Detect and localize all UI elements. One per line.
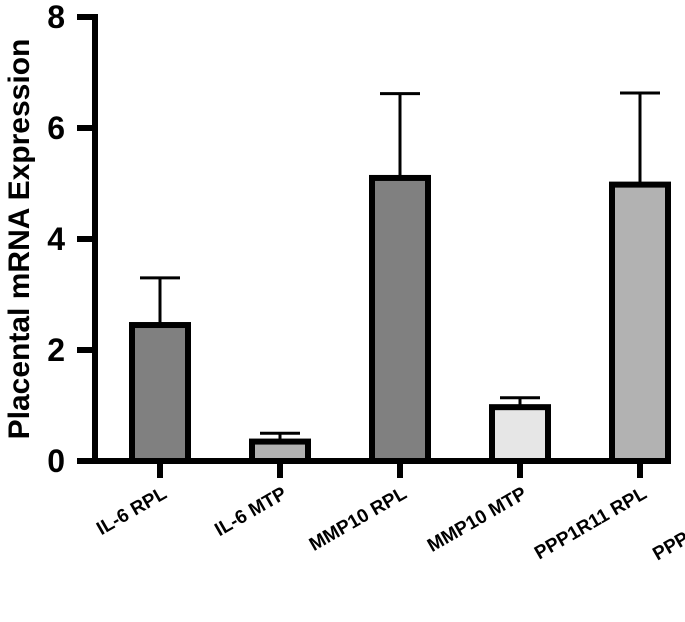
x-category-label: IL-6 MTP [211,483,290,541]
x-category-label: MMP10 RPL [306,483,411,556]
bar [369,174,431,464]
y-tick-label: 6 [47,110,65,146]
x-category-label: MMP10 MTP [424,483,531,557]
x-category-label: PPP1R11 MTP [649,483,685,565]
y-tick-label: 0 [47,443,65,479]
bar [489,404,551,465]
x-category-label: IL-6 RPL [93,483,171,540]
x-category-label: PPP1R11 RPL [531,483,651,564]
bar [609,181,671,465]
y-tick-label: 8 [47,0,65,35]
y-tick-label: 4 [47,221,65,257]
bar [249,438,311,465]
y-tick-label: 2 [47,332,65,368]
y-axis-title-group: Placental mRNA Expression [3,39,36,440]
y-axis-title: Placental mRNA Expression [3,39,36,440]
bar [129,322,191,464]
